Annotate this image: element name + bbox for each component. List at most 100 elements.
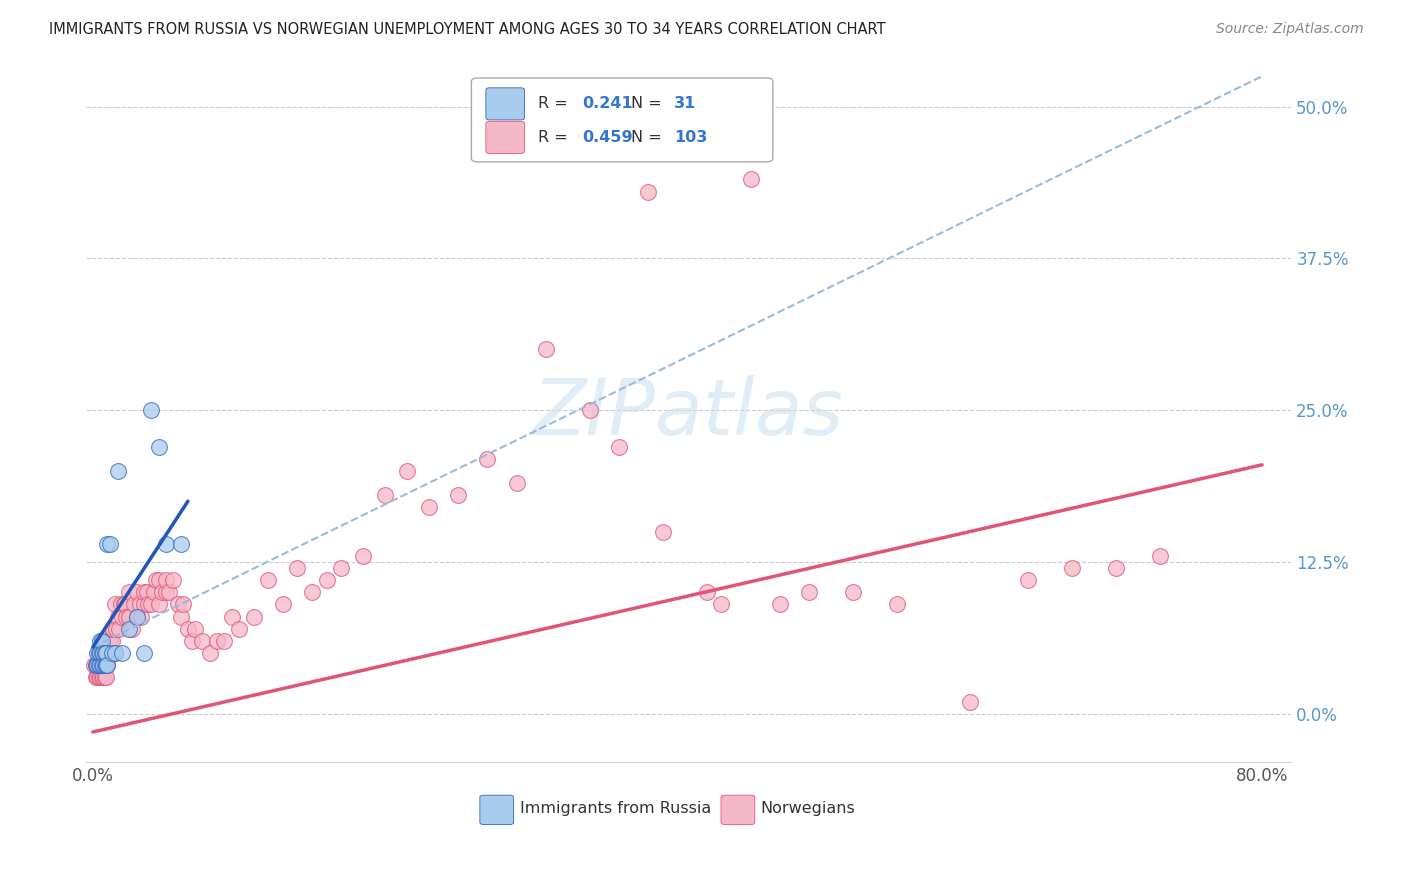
Point (155, 585, 177, 599)
Point (114, 598, 136, 612)
Point (228, 622, 250, 636)
Point (155, 573, 177, 587)
Point (141, 403, 163, 417)
Point (534, 343, 557, 357)
Point (93, 670, 115, 684)
Point (148, 573, 170, 587)
Text: IMMIGRANTS FROM RUSSIA VS NORWEGIAN UNEMPLOYMENT AMONG AGES 30 TO 34 YEARS CORRE: IMMIGRANTS FROM RUSSIA VS NORWEGIAN UNEM… (49, 22, 886, 37)
Point (125, 609, 148, 624)
Point (93, 658, 115, 673)
Point (87, 658, 110, 673)
Point (177, 622, 200, 636)
Point (138, 598, 160, 612)
Point (315, 573, 337, 587)
Point (710, 598, 733, 612)
Point (696, 585, 718, 599)
Point (87, 670, 110, 684)
FancyBboxPatch shape (479, 795, 513, 824)
Point (155, 537, 177, 551)
FancyBboxPatch shape (471, 78, 773, 161)
Point (101, 634, 124, 648)
Point (257, 573, 280, 587)
Point (181, 634, 204, 648)
Point (86, 646, 108, 660)
Text: 0.459: 0.459 (582, 130, 633, 145)
Point (96, 646, 118, 660)
Point (173, 598, 195, 612)
Point (122, 598, 145, 612)
Point (93, 646, 115, 660)
Point (94, 670, 117, 684)
Point (100, 646, 122, 660)
Point (90, 658, 112, 673)
Point (740, 172, 762, 186)
Point (1017, 573, 1039, 587)
Point (797, 585, 820, 599)
Point (141, 598, 163, 612)
Text: R =: R = (537, 96, 572, 112)
Point (301, 585, 323, 599)
Point (242, 609, 264, 624)
Point (86, 658, 108, 673)
FancyBboxPatch shape (486, 121, 524, 153)
Point (121, 622, 143, 636)
Text: Source: ZipAtlas.com: Source: ZipAtlas.com (1216, 22, 1364, 37)
Point (111, 646, 134, 660)
Point (96, 658, 118, 673)
Text: Norwegians: Norwegians (761, 801, 855, 816)
Point (150, 585, 173, 599)
Point (115, 609, 138, 624)
Text: N =: N = (630, 96, 666, 112)
Point (447, 488, 470, 502)
Point (118, 622, 141, 636)
Point (97, 634, 120, 648)
Point (93, 658, 115, 673)
Point (1149, 549, 1171, 563)
Point (145, 573, 167, 587)
Point (83, 658, 105, 673)
Point (271, 598, 294, 612)
Point (125, 609, 148, 624)
Point (148, 598, 170, 612)
Point (1062, 561, 1084, 575)
Point (107, 609, 129, 624)
FancyBboxPatch shape (486, 87, 524, 120)
Point (101, 646, 124, 660)
Point (104, 598, 127, 612)
Point (162, 573, 184, 587)
Point (143, 585, 166, 599)
Text: R =: R = (537, 130, 572, 145)
Point (959, 695, 981, 709)
Point (111, 609, 134, 624)
Point (94, 646, 117, 660)
Point (157, 585, 180, 599)
Point (136, 585, 159, 599)
Point (637, 185, 659, 199)
Point (90, 658, 112, 673)
Point (352, 549, 374, 563)
Point (118, 585, 141, 599)
Point (86, 670, 108, 684)
Point (97, 646, 120, 660)
Point (112, 598, 135, 612)
Text: Immigrants from Russia: Immigrants from Russia (520, 801, 711, 816)
Point (100, 634, 122, 648)
Point (107, 464, 129, 478)
Point (90, 646, 112, 660)
Point (886, 598, 908, 612)
Point (103, 622, 125, 636)
Point (87, 646, 110, 660)
Point (84, 658, 107, 673)
Point (86, 658, 108, 673)
Point (125, 585, 148, 599)
Point (89, 634, 111, 648)
Point (96, 537, 118, 551)
Point (769, 598, 792, 612)
Point (214, 634, 236, 648)
Point (90, 670, 112, 684)
Point (191, 634, 214, 648)
FancyBboxPatch shape (721, 795, 755, 824)
Point (96, 658, 118, 673)
Point (287, 561, 309, 575)
Point (94, 658, 117, 673)
